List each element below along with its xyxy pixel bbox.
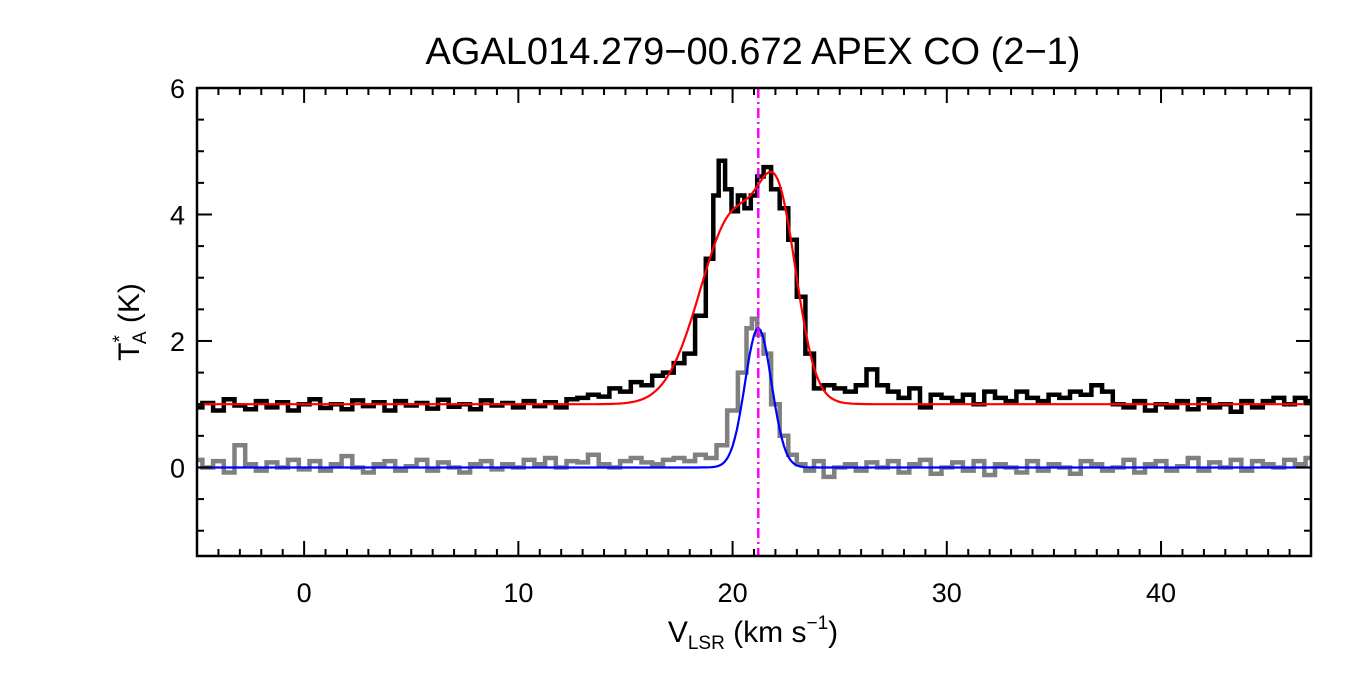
spectrum-residual-gray [197,316,1311,480]
y-tick-label: 2 [170,327,185,357]
x-label-close: ) [828,616,838,649]
x-axis-label: VLSR (km s−1) [668,613,838,654]
y-label-main: T [113,343,146,361]
x-label-main: V [668,616,688,649]
y-tick-label: 6 [170,74,185,104]
x-label-rest: (km s [725,616,807,649]
x-label-sub: LSR [688,633,725,654]
fit-blue [197,326,1311,469]
y-tick-label: 4 [170,200,185,230]
tick-layer: 0 10 20 30 40 0 2 4 6 [170,74,1312,608]
y-label-rest: (K) [113,283,146,331]
x-tick-label: 10 [503,578,533,608]
x-tick-label: 0 [297,578,312,608]
y-tick-label: 0 [170,453,185,483]
x-tick-label: 30 [932,578,962,608]
x-label-sup: −1 [806,613,828,634]
x-tick-label: 40 [1146,578,1176,608]
chart-title: AGAL014.279−00.672 APEX CO (2−1) [426,31,1081,73]
y-axis-label: T*A (K) [110,283,151,361]
data-layer [197,88,1311,556]
y-label-sup: * [110,335,131,343]
x-tick-label: 20 [718,578,748,608]
fit-red [197,170,1311,406]
y-label-sub: A [130,331,151,344]
spectrum-co21-black [197,158,1311,415]
